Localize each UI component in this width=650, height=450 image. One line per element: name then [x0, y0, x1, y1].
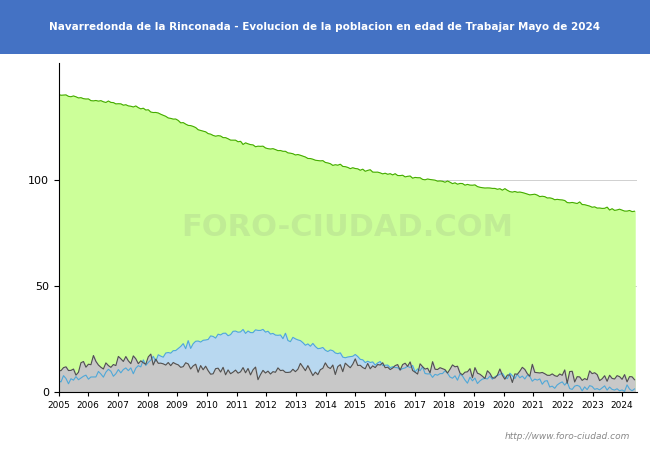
Text: http://www.foro-ciudad.com: http://www.foro-ciudad.com — [505, 432, 630, 441]
Text: Navarredonda de la Rinconada - Evolucion de la poblacion en edad de Trabajar May: Navarredonda de la Rinconada - Evolucion… — [49, 22, 601, 32]
Text: FORO-CIUDAD.COM: FORO-CIUDAD.COM — [182, 213, 514, 242]
